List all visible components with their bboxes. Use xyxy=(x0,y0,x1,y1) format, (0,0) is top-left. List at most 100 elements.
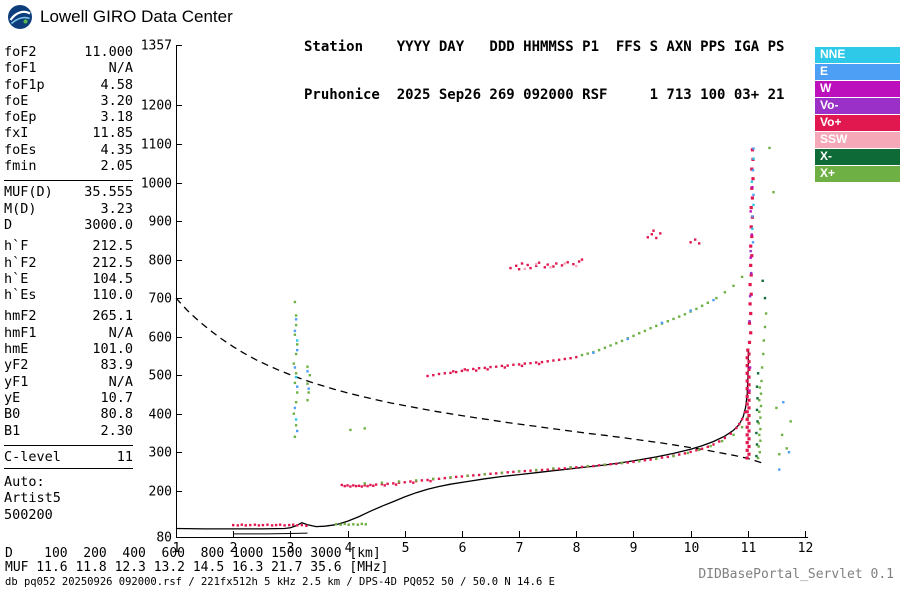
svg-text:200: 200 xyxy=(149,485,172,500)
param-value: 11 xyxy=(116,448,133,465)
param-row: h`F 212.5 xyxy=(4,238,133,254)
legend-item-vo+: Vo+ xyxy=(815,115,900,131)
param-label: D xyxy=(4,216,13,233)
param-value: 11.000 xyxy=(84,44,133,60)
svg-text:1357: 1357 xyxy=(141,39,172,54)
giro-globe-logo-icon xyxy=(8,5,32,29)
svg-text:1100: 1100 xyxy=(141,138,172,153)
svg-text:300: 300 xyxy=(149,446,172,461)
param-label: foEs xyxy=(4,141,37,158)
param-label: Artist5 xyxy=(4,490,61,507)
brand-title: Lowell GIRO Data Center xyxy=(40,7,233,26)
param-row: B1 2.30 xyxy=(4,423,133,439)
param-value: 80.8 xyxy=(100,406,133,423)
param-label: h`F2 xyxy=(4,254,37,271)
svg-text:8: 8 xyxy=(573,541,581,556)
param-list: foF2 11.000 foF1 N/A foF1p 4.58 foE 3.20 foEp 3.1… xyxy=(4,44,133,523)
param-value: 2.05 xyxy=(100,158,133,175)
svg-text:10: 10 xyxy=(684,541,700,556)
param-row: h`E 104.5 xyxy=(4,271,133,287)
svg-text:3: 3 xyxy=(287,541,295,556)
servlet-version: DIDBasePortal_Servlet 0.1 xyxy=(698,567,894,582)
param-row: 500200 xyxy=(4,507,133,523)
param-label: hmE xyxy=(4,341,29,358)
legend-item-ssw: SSW xyxy=(815,132,900,148)
svg-text:6: 6 xyxy=(459,541,467,556)
svg-text:11: 11 xyxy=(741,541,757,556)
station-header: Station YYYY DAY DDD HHMMSS P1 FFS S AXN… xyxy=(304,7,784,135)
param-row: fxI 11.85 xyxy=(4,125,133,141)
param-row: yF1 N/A xyxy=(4,374,133,390)
param-row: Artist5 xyxy=(4,490,133,506)
param-row: h`Es 110.0 xyxy=(4,287,133,303)
param-label: B1 xyxy=(4,422,21,439)
svg-text:900: 900 xyxy=(149,215,172,230)
param-label: fmin xyxy=(4,158,37,175)
svg-text:12: 12 xyxy=(798,541,814,556)
muf-row: MUF 11.6 11.8 12.3 13.2 14.5 16.3 21.7 3… xyxy=(5,560,389,575)
param-label: foF1p xyxy=(4,76,45,93)
param-label: foF1 xyxy=(4,60,37,77)
param-row: hmF1 N/A xyxy=(4,325,133,341)
measurement-status-line: db pq052 20250926 092000.rsf / 221fx512h… xyxy=(5,576,555,588)
param-label: foEp xyxy=(4,109,37,126)
param-label: foE xyxy=(4,92,29,109)
param-group: MUF(D) 35.555 M(D) 3.23 D 3000.0 xyxy=(4,180,133,233)
param-row: foF2 11.000 xyxy=(4,44,133,60)
param-label: h`E xyxy=(4,270,29,287)
svg-text:600: 600 xyxy=(149,331,172,346)
param-label: M(D) xyxy=(4,200,37,217)
param-value: 35.555 xyxy=(84,184,133,201)
param-row: hmE 101.0 xyxy=(4,341,133,357)
param-label: hmF1 xyxy=(4,324,37,341)
param-group: h`F 212.5 h`F2 212.5 h`E 104.5 h`Es 110.0 xyxy=(4,238,133,303)
legend: NNE E W Vo- Vo+ SSW X- X+ xyxy=(815,47,900,183)
svg-text:500: 500 xyxy=(149,369,172,384)
param-row: D 3000.0 xyxy=(4,217,133,233)
svg-text:700: 700 xyxy=(149,292,172,307)
station-header-columns: Station YYYY DAY DDD HHMMSS P1 FFS S AXN… xyxy=(304,39,785,55)
param-value: 3.23 xyxy=(100,200,133,217)
param-label: B0 xyxy=(4,406,21,423)
param-value: N/A xyxy=(108,324,133,341)
legend-item-e: E xyxy=(815,64,900,80)
svg-text:7: 7 xyxy=(516,541,524,556)
param-value: 104.5 xyxy=(92,270,133,287)
param-row: foEp 3.18 xyxy=(4,109,133,125)
param-row: M(D) 3.23 xyxy=(4,201,133,217)
legend-item-vo-: Vo- xyxy=(815,98,900,114)
svg-text:1000: 1000 xyxy=(141,177,172,192)
param-row: yE 10.7 xyxy=(4,390,133,406)
param-value: 10.7 xyxy=(100,389,133,406)
svg-text:80: 80 xyxy=(156,531,172,546)
param-row: foF1 N/A xyxy=(4,60,133,76)
station-header-values: Pruhonice 2025 Sep26 269 092000 RSF 1 71… xyxy=(304,87,785,103)
param-label: hmF2 xyxy=(4,308,37,325)
param-value: 101.0 xyxy=(92,341,133,358)
param-label: h`F xyxy=(4,238,29,255)
param-value: N/A xyxy=(108,60,133,77)
param-value: 4.35 xyxy=(100,141,133,158)
param-row: B0 80.8 xyxy=(4,406,133,422)
param-row: foF1p 4.58 xyxy=(4,77,133,93)
branding: Lowell GIRO Data Center xyxy=(7,4,233,30)
ionogram-plot: 1 2 3 4 5 6 7 8 9 10 11 128020030040050060070080090… xyxy=(141,39,814,557)
param-label: 500200 xyxy=(4,506,53,523)
param-group: Auto: Artist5 500200 xyxy=(4,474,133,523)
svg-text:800: 800 xyxy=(149,254,172,269)
param-value: 4.58 xyxy=(100,76,133,93)
param-label: Auto: xyxy=(4,474,45,491)
param-label: fxI xyxy=(4,125,29,142)
d-distance-row: D 100 200 400 600 800 1000 1500 3000 [km… xyxy=(5,546,381,561)
svg-text:9: 9 xyxy=(630,541,638,556)
svg-text:2: 2 xyxy=(230,541,238,556)
legend-item-x-: X- xyxy=(815,149,900,165)
param-label: C-level xyxy=(4,448,61,465)
svg-text:1: 1 xyxy=(173,541,181,556)
param-group: C-level 11 xyxy=(4,444,133,470)
svg-text:5: 5 xyxy=(402,541,410,556)
param-value: 265.1 xyxy=(92,308,133,325)
legend-item-x+: X+ xyxy=(815,166,900,182)
param-value: 2.30 xyxy=(100,422,133,439)
param-row: foEs 4.35 xyxy=(4,142,133,158)
